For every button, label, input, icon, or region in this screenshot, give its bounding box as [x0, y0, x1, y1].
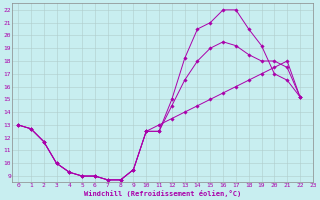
X-axis label: Windchill (Refroidissement éolien,°C): Windchill (Refroidissement éolien,°C): [84, 190, 241, 197]
